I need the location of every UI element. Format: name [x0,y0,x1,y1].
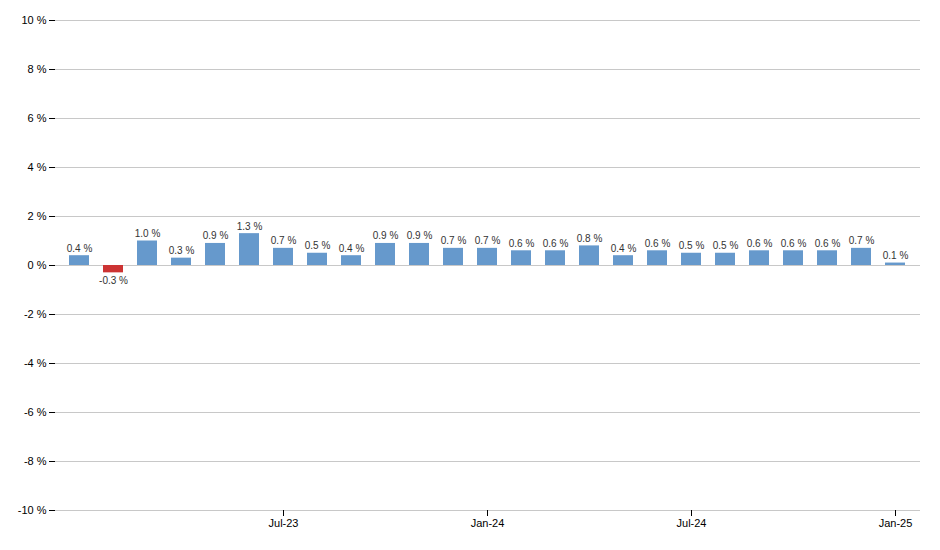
svg-text:0.4 %: 0.4 % [67,243,93,254]
svg-text:0.4 %: 0.4 % [611,243,637,254]
svg-text:0.9 %: 0.9 % [407,230,433,241]
svg-text:0.4 %: 0.4 % [339,243,365,254]
svg-text:0.7 %: 0.7 % [849,235,875,246]
svg-text:-0.3 %: -0.3 % [99,275,128,286]
svg-text:0.6 %: 0.6 % [815,238,841,249]
svg-text:0.7 %: 0.7 % [441,235,467,246]
svg-text:0.8 %: 0.8 % [577,233,603,244]
svg-text:0.5 %: 0.5 % [305,240,331,251]
svg-text:0.7 %: 0.7 % [271,235,297,246]
svg-text:Jan-25: Jan-25 [879,517,913,529]
svg-text:0.6 %: 0.6 % [781,238,807,249]
svg-text:0.9 %: 0.9 % [373,230,399,241]
svg-text:-10 %: -10 % [18,504,47,516]
svg-text:0.1 %: 0.1 % [883,250,909,261]
svg-text:-4 %: -4 % [24,357,47,369]
svg-text:8 %: 8 % [28,63,47,75]
svg-text:4 %: 4 % [28,161,47,173]
svg-text:Jul-24: Jul-24 [677,517,707,529]
svg-text:10 %: 10 % [21,14,46,26]
svg-text:0.5 %: 0.5 % [713,240,739,251]
svg-text:1.3 %: 1.3 % [237,221,263,232]
svg-text:0.7 %: 0.7 % [475,235,501,246]
svg-text:0.5 %: 0.5 % [679,240,705,251]
svg-text:0.3 %: 0.3 % [169,245,195,256]
svg-text:-8 %: -8 % [24,455,47,467]
svg-text:6 %: 6 % [28,112,47,124]
svg-text:1.0 %: 1.0 % [135,228,161,239]
svg-text:2 %: 2 % [28,210,47,222]
svg-text:Jan-24: Jan-24 [471,517,505,529]
svg-text:0.6 %: 0.6 % [509,238,535,249]
svg-text:0.6 %: 0.6 % [645,238,671,249]
svg-text:0 %: 0 % [28,259,47,271]
svg-text:0.6 %: 0.6 % [543,238,569,249]
svg-text:0.9 %: 0.9 % [203,230,229,241]
svg-text:-2 %: -2 % [24,308,47,320]
svg-text:-6 %: -6 % [24,406,47,418]
svg-text:Jul-23: Jul-23 [269,517,299,529]
svg-text:0.6 %: 0.6 % [747,238,773,249]
